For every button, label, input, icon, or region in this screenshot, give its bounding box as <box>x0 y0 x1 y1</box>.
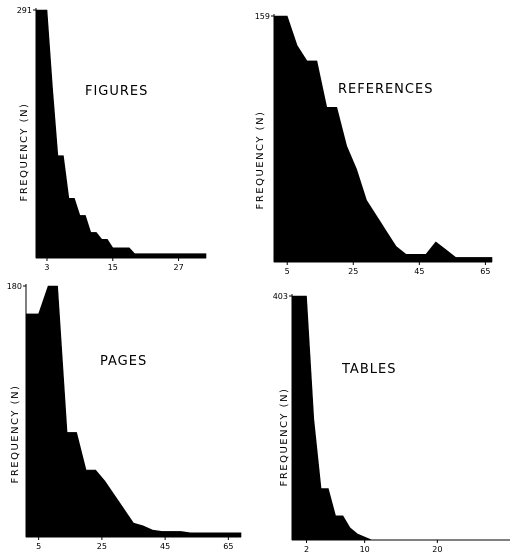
y-tick-label: 291 <box>17 6 32 15</box>
area-series <box>35 9 207 259</box>
x-tick-label: 65 <box>223 542 233 551</box>
y-tick-label: 403 <box>273 292 288 301</box>
panel-references: FREQUENCY (N) REFERENCES 159 5 25 45 65 <box>255 12 493 276</box>
x-tick-label: 25 <box>97 542 107 551</box>
x-tick-label: 5 <box>36 542 41 551</box>
x-tick-label: 5 <box>285 267 290 276</box>
x-tick-label: 2 <box>304 545 309 554</box>
area-series <box>291 295 401 541</box>
y-axis-label: FREQUENCY (N) <box>10 385 21 484</box>
chart-title: TABLES <box>341 362 396 377</box>
x-tick-label: 3 <box>44 263 49 272</box>
y-axis-label: FREQUENCY (N) <box>279 388 290 487</box>
y-axis-label: FREQUENCY (N) <box>19 103 30 202</box>
panel-tables: FREQUENCY (N) TABLES 403 2 10 20 <box>273 292 510 554</box>
chart-title: FIGURES <box>85 84 148 99</box>
x-tick-label: 25 <box>348 267 358 276</box>
x-tick-label: 27 <box>173 263 183 272</box>
x-tick-label: 15 <box>108 263 118 272</box>
y-tick-label: 180 <box>7 282 22 291</box>
x-tick-label: 45 <box>160 542 170 551</box>
area-series <box>273 15 493 263</box>
x-tick-label: 20 <box>432 545 442 554</box>
chart-title: PAGES <box>100 354 147 369</box>
area-series <box>25 285 242 538</box>
y-axis-label: FREQUENCY (N) <box>255 111 266 210</box>
panel-figures: FREQUENCY (N) FIGURES 291 3 15 27 <box>17 6 207 272</box>
chart-title: REFERENCES <box>338 82 433 97</box>
x-tick-label: 65 <box>480 267 490 276</box>
panel-pages: FREQUENCY (N) PAGES 180 5 25 45 65 <box>7 282 242 551</box>
x-tick-label: 10 <box>360 545 370 554</box>
x-tick-label: 45 <box>414 267 424 276</box>
y-tick-label: 159 <box>255 12 270 21</box>
